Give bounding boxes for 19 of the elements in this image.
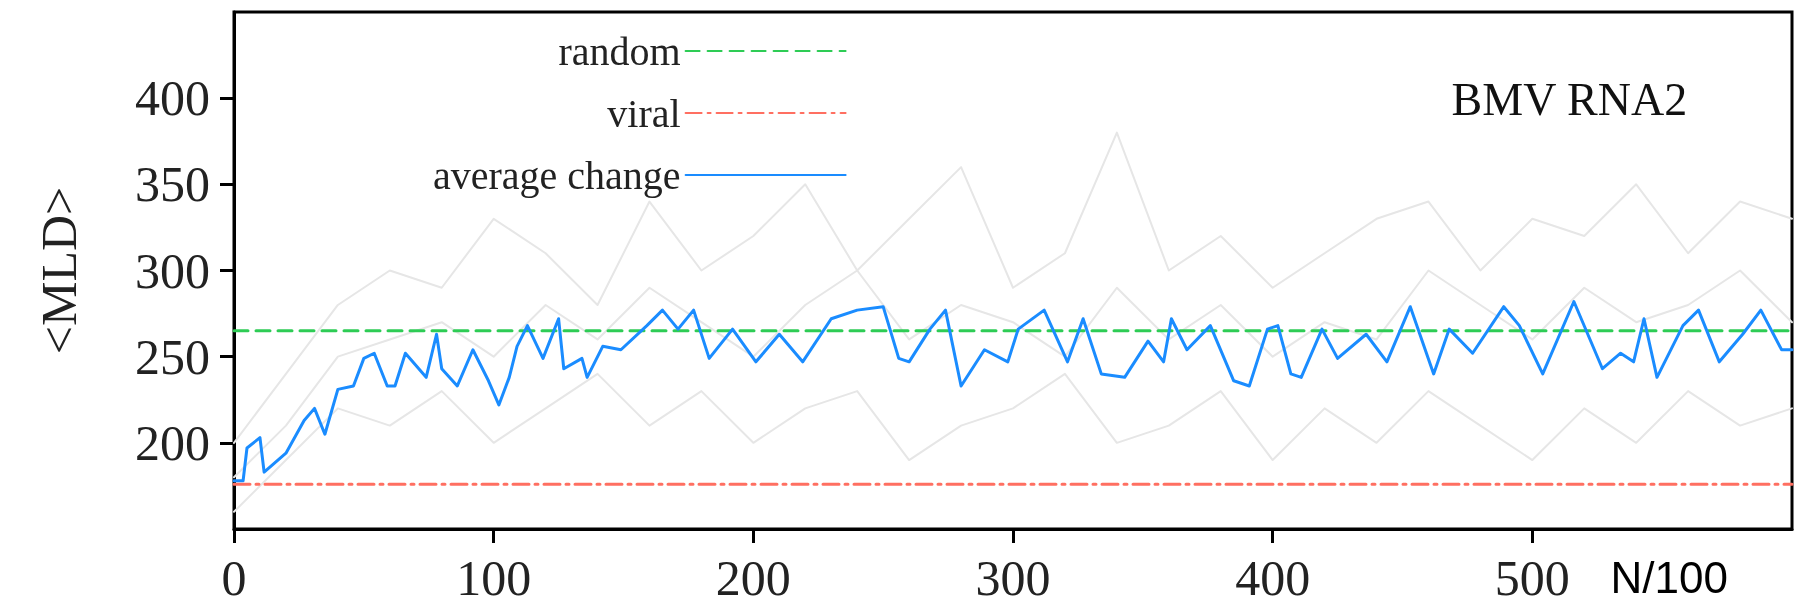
y-tick-label: 200 xyxy=(135,414,210,471)
y-tick-label: 300 xyxy=(135,242,210,299)
line-series xyxy=(232,300,1794,483)
x-tick-label: 200 xyxy=(715,550,791,606)
y-tick-label: 400 xyxy=(135,70,210,127)
x-tick-label: 100 xyxy=(456,550,532,606)
x-tick-label: 500 xyxy=(1494,550,1570,606)
y-tick-label: 350 xyxy=(135,156,210,213)
y-axis-title: <MLD> xyxy=(31,186,87,355)
x-tick-label: 0 xyxy=(221,550,247,606)
x-tick-label: 400 xyxy=(1235,550,1311,606)
x-axis-title: N/100 xyxy=(1610,552,1729,602)
annotation: BMV RNA2 xyxy=(1451,73,1688,125)
legend-label: random xyxy=(558,28,681,74)
x-tick-label: 300 xyxy=(975,550,1051,606)
legend-label: average change xyxy=(432,152,681,198)
legend-label: viral xyxy=(607,90,681,136)
line-series xyxy=(233,372,1793,513)
y-tick-label: 250 xyxy=(135,328,210,385)
